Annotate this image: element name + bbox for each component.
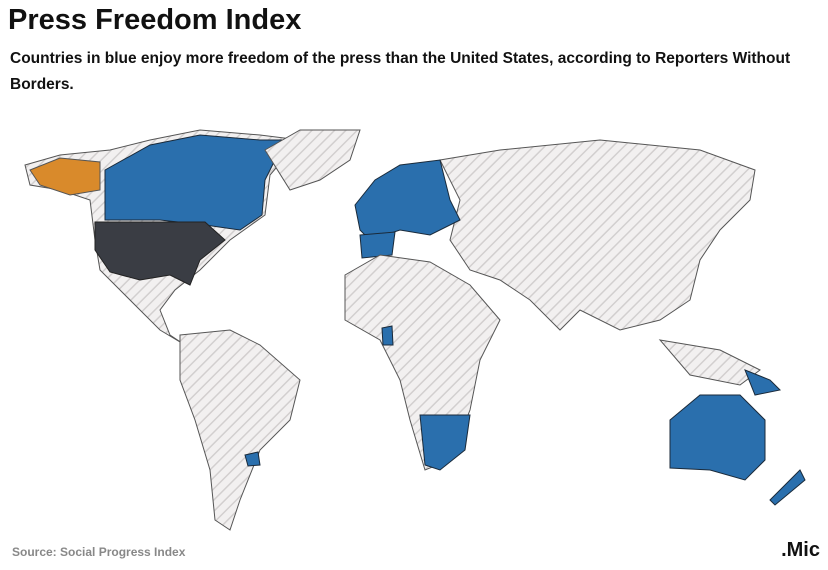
alaska-photo: [29, 157, 101, 196]
source: Source: Social Progress Index: [12, 545, 186, 559]
subtitle: Countries in blue enjoy more freedom of …: [10, 50, 791, 93]
iberia: [359, 231, 396, 259]
title: Press Freedom Index: [8, 4, 302, 36]
papua-new-guinea: [744, 369, 782, 396]
logo: .Mic: [781, 539, 820, 561]
southeast-asia-islands: [658, 339, 761, 386]
asia: [439, 139, 756, 331]
south-america: [179, 329, 301, 531]
ghana: [381, 325, 394, 346]
new-zealand: [769, 469, 806, 506]
europe: [354, 159, 461, 241]
canada: [104, 134, 286, 231]
southern-africa: [419, 414, 471, 471]
uruguay: [244, 451, 261, 467]
united-states-photo: [94, 221, 226, 286]
greenland: [264, 129, 361, 191]
australia: [669, 394, 766, 481]
